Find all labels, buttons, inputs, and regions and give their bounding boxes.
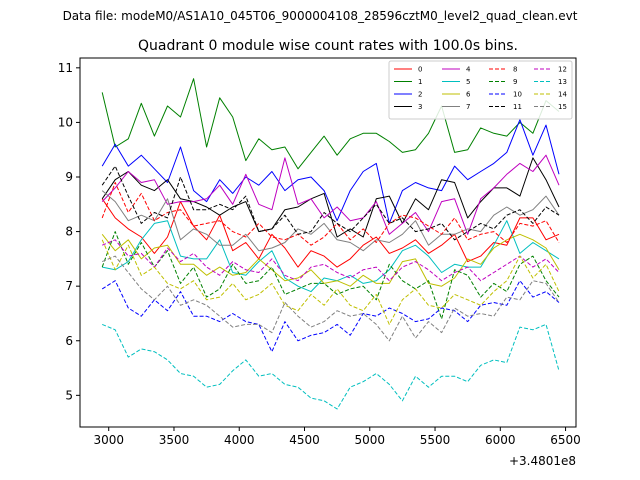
series-line-14 [101,239,560,325]
series-line-8 [101,182,560,246]
y-tick-label-5: 5 [65,388,73,402]
y-tick-label-6: 6 [65,334,73,348]
series-line-6 [101,233,560,287]
x-tick-label-4500: 4500 [289,433,320,447]
legend-label-0: 0 [418,66,422,74]
series-line-11 [101,165,560,241]
x-offset-label: +3.4801e8 [509,454,576,468]
x-tick-label-5000: 5000 [354,433,385,447]
x-tick-label-3500: 3500 [159,433,190,447]
x-tick-label-6500: 6500 [550,433,581,447]
series-line-2 [101,119,560,224]
series-layer [101,78,560,410]
y-tick-label-10: 10 [58,115,73,129]
legend-label-10: 10 [513,91,522,99]
legend-label-2: 2 [418,91,422,99]
series-line-10 [101,280,560,353]
series-line-9 [101,231,560,320]
legend-label-15: 15 [558,103,567,111]
chart-title: Quadrant 0 module wise count rates with … [138,38,518,54]
legend-label-13: 13 [558,78,567,86]
series-line-15 [102,255,560,342]
legend-label-11: 11 [513,103,522,111]
series-line-5 [102,220,560,293]
series-line-3 [101,157,560,238]
y-tick-label-11: 11 [58,61,73,75]
legend-label-9: 9 [513,78,517,86]
series-line-4 [101,154,560,235]
x-tick-label-3000: 3000 [93,433,124,447]
x-tick-label-6000: 6000 [485,433,516,447]
x-axis: 3000 3500 4000 4500 5000 5500 6000 6500 [93,427,581,447]
legend-label-6: 6 [466,91,471,99]
series-line-7 [101,190,560,252]
series-line-12 [102,239,560,282]
y-tick-label-8: 8 [65,225,73,239]
x-tick-label-4000: 4000 [224,433,255,447]
x-tick-label-5500: 5500 [420,433,451,447]
legend-label-4: 4 [466,66,471,74]
legend-label-7: 7 [466,103,470,111]
plot-frame [79,57,577,428]
legend-frame [388,60,573,120]
y-tick-label-9: 9 [65,170,73,184]
legend-label-14: 14 [558,91,567,99]
legend-label-3: 3 [418,103,422,111]
legend-label-8: 8 [513,66,517,74]
y-axis: 5 6 7 8 9 10 11 [58,61,80,402]
legend-label-1: 1 [418,78,422,86]
y-tick-label-7: 7 [65,279,73,293]
suptitle: Data file: modeM0/AS1A10_045T06_90000041… [63,9,578,23]
series-line-0 [101,198,560,268]
legend-label-5: 5 [466,78,470,86]
series-line-1 [101,78,560,170]
legend-label-12: 12 [558,66,567,74]
series-line-13 [102,323,560,410]
